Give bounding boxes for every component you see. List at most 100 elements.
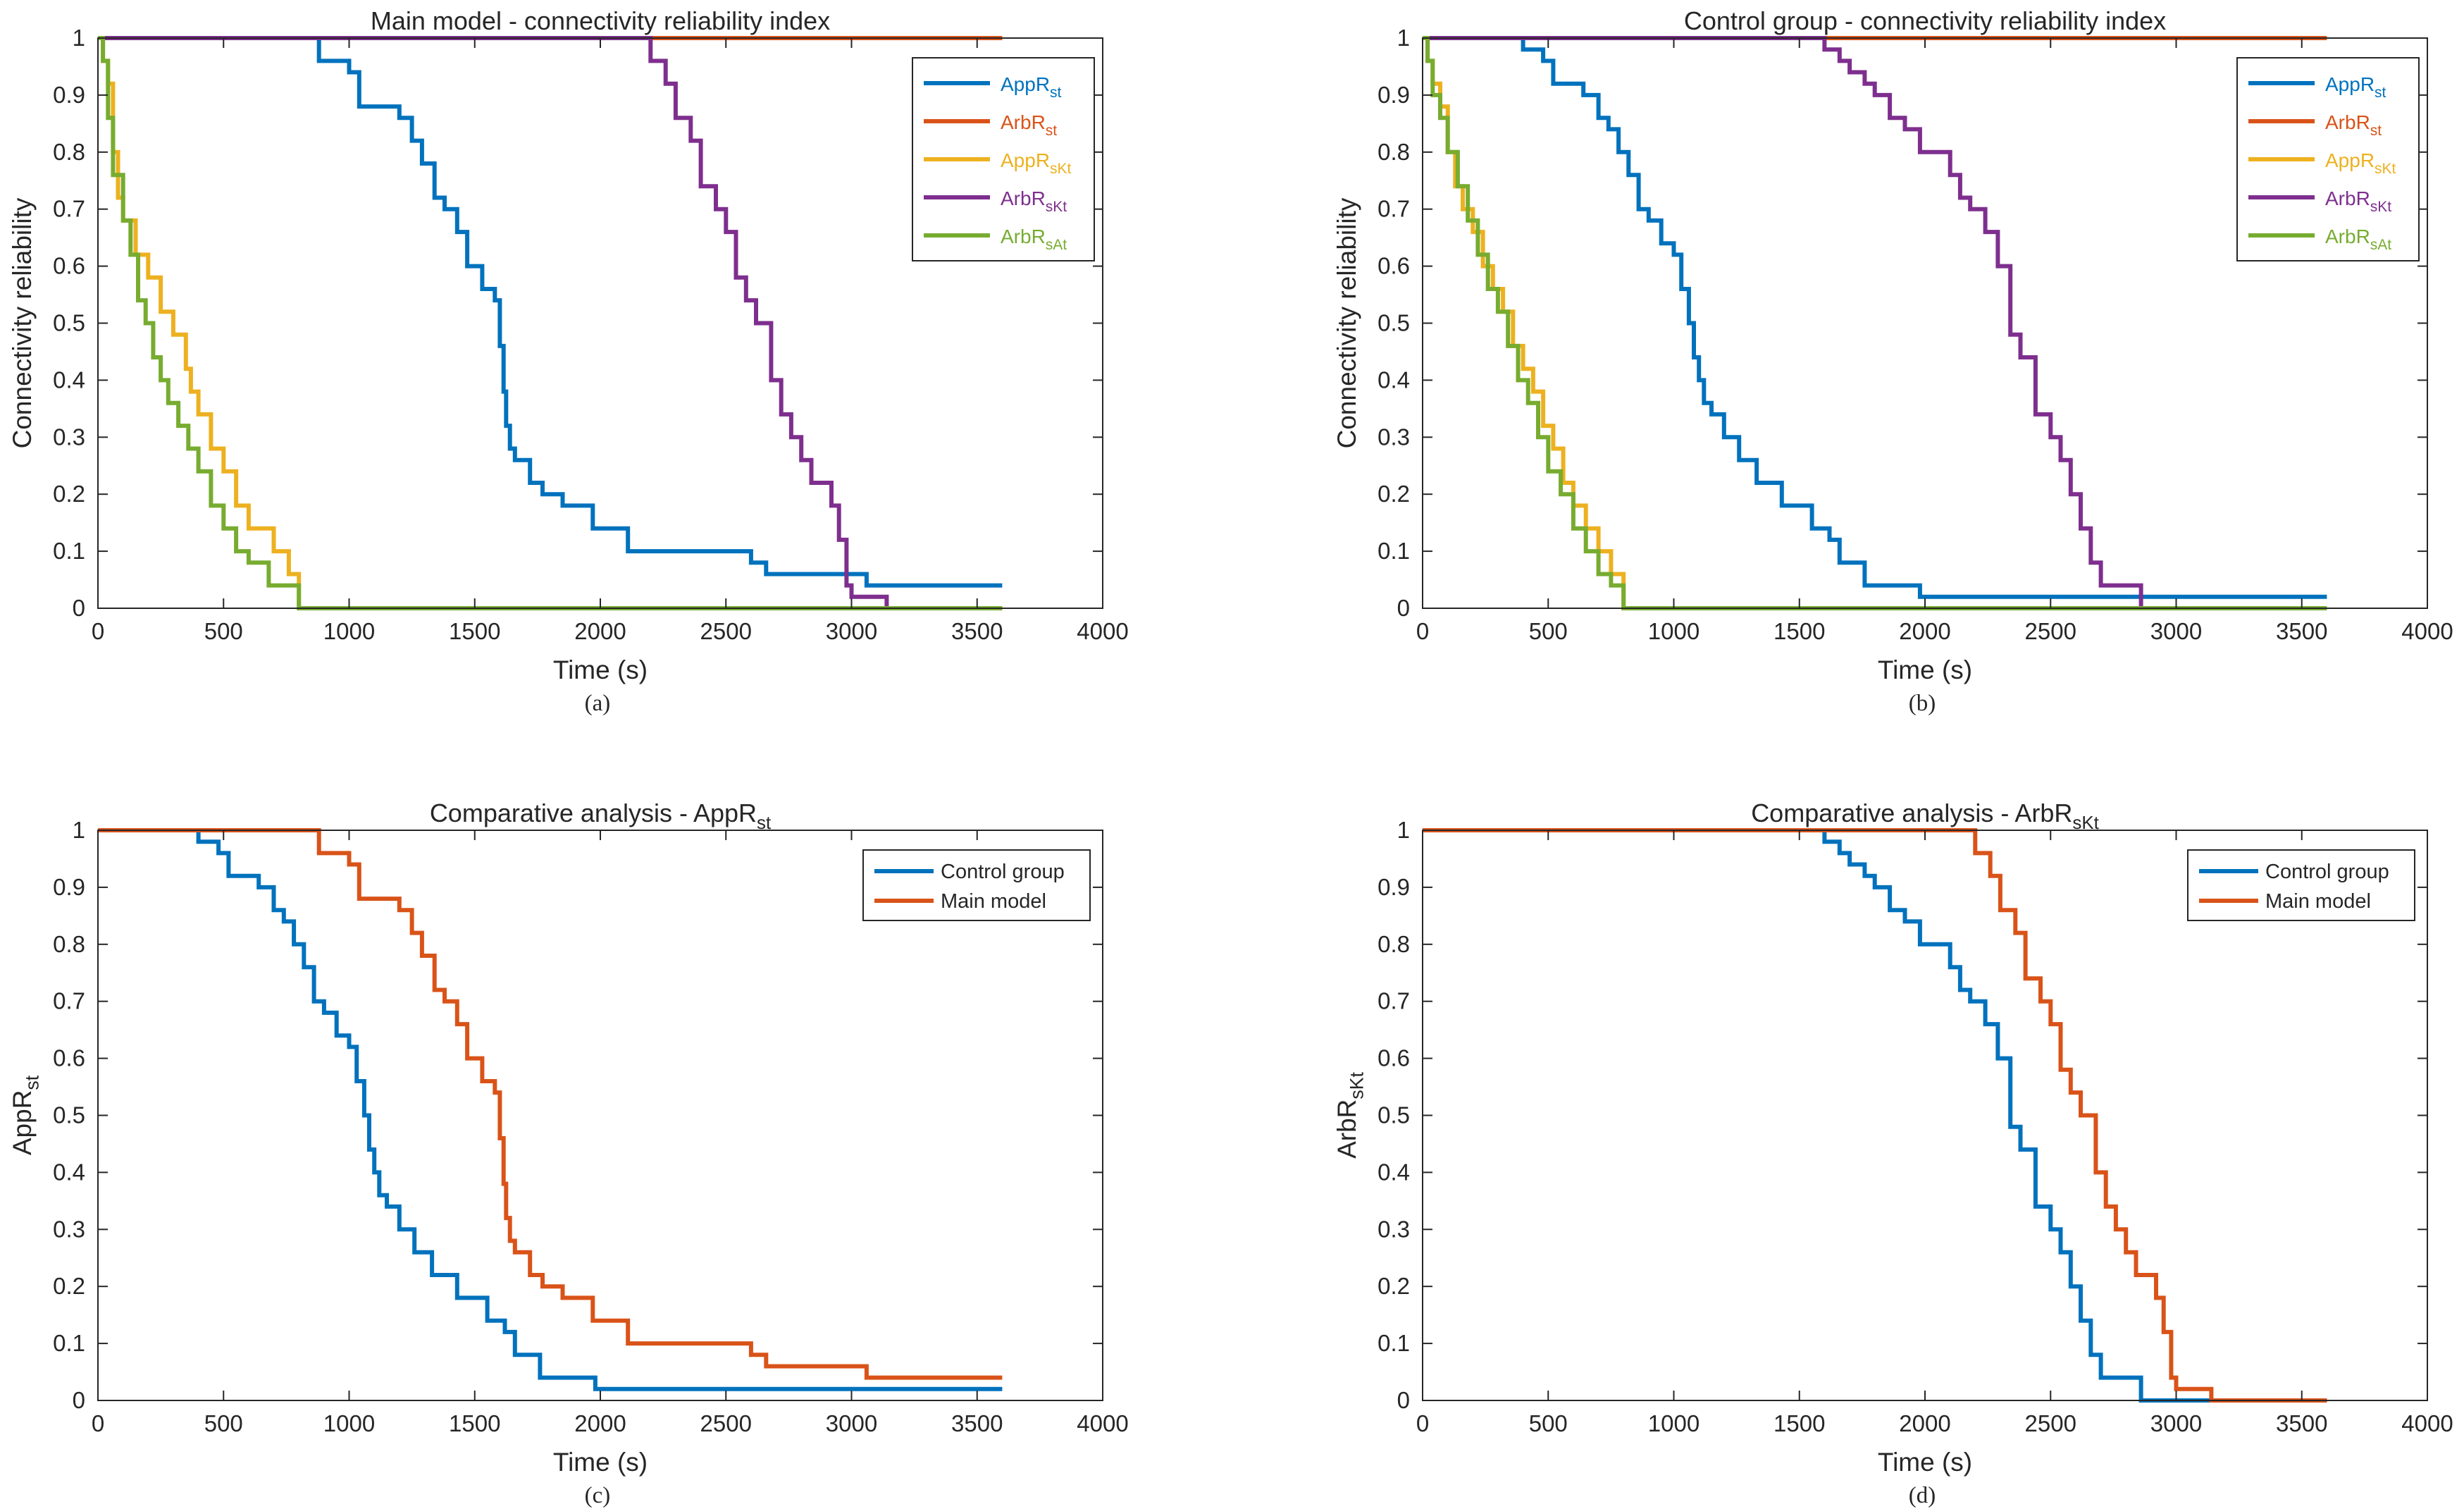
legend-entry: AppRst [2325, 73, 2386, 101]
x-tick-label: 2000 [574, 1410, 626, 1436]
y-axis-label: ArbRsKt [1332, 1072, 1367, 1159]
y-tick-label: 0.8 [1378, 931, 1410, 957]
x-tick-label: 1000 [1648, 1410, 1700, 1436]
y-tick-label: 0.7 [1378, 196, 1410, 222]
x-axis-label: Time (s) [553, 1448, 648, 1477]
y-tick-label: 0 [1397, 1387, 1410, 1413]
legend-entry: Main model [2265, 890, 2371, 913]
x-tick-label: 1500 [449, 1410, 500, 1436]
x-tick-label: 4000 [2401, 618, 2453, 644]
y-tick-label: 0.5 [53, 310, 85, 336]
y-tick-label: 0.3 [53, 424, 85, 450]
legend-entry: Control group [941, 861, 1065, 883]
chart-title: Control group - connectivity reliability… [1684, 6, 2166, 35]
chart-title: Comparative analysis - AppRst [430, 799, 772, 833]
x-tick-label: 1000 [323, 1410, 375, 1436]
x-tick-label: 0 [92, 618, 104, 644]
x-tick-label: 0 [1416, 1410, 1429, 1436]
series-line-arbr-sat [1423, 36, 2327, 610]
y-tick-label: 0.6 [53, 1045, 85, 1071]
chart-b: 0 500 1000 1500 2000 2500 3000 3500 4000 0 0.1 0.2 0… [1332, 6, 2453, 716]
y-tick-label: 0 [73, 595, 85, 621]
legend-entry: ArbRsKt [1001, 187, 1067, 215]
y-tick-label: 0.7 [53, 988, 85, 1014]
x-tick-label: 3500 [951, 618, 1003, 644]
y-axis-label-sub: sKt [1346, 1072, 1367, 1100]
series-line-main-model [1423, 828, 2327, 1403]
legend: Control group Main model [862, 849, 1091, 921]
legend-entry-base: AppR [1001, 149, 1050, 171]
x-tick-label: 1500 [1773, 618, 1825, 644]
x-tick-label: 2500 [700, 618, 752, 644]
chart-title: Comparative analysis - ArbRsKt [1751, 799, 2099, 833]
x-tick-label: 4000 [1077, 618, 1128, 644]
legend-entry: ArbRsAt [2325, 226, 2391, 253]
y-tick-label: 0.9 [53, 874, 85, 900]
legend-entry-sub: st [2375, 85, 2386, 101]
chart-d: 0 500 1000 1500 2000 2500 3000 3500 4000 0 0.1 0.2 0… [1332, 799, 2453, 1508]
series-line-arbr-skt [1423, 36, 2143, 608]
legend-entry: ArbRst [1001, 111, 1057, 139]
x-tick-label: 500 [204, 618, 243, 644]
legend-entry-sub: sKt [1050, 161, 1072, 177]
x-tick-label: 2500 [2025, 1410, 2076, 1436]
legend-box [2187, 849, 2415, 921]
x-tick-label: 3000 [2150, 1410, 2202, 1436]
x-tick-label: 3000 [2150, 618, 2202, 644]
y-tick-label: 0.7 [1378, 988, 1410, 1014]
x-tick-label: 2500 [700, 1410, 752, 1436]
legend-entry-base: ArbR [1001, 187, 1046, 209]
x-tick-label: 0 [92, 1410, 104, 1436]
y-tick-label: 0.8 [1378, 139, 1410, 165]
x-tick-label: 1500 [449, 618, 500, 644]
y-tick-label: 0.4 [1378, 367, 1410, 393]
y-tick-label: 0.1 [1378, 538, 1410, 564]
y-tick-label: 1 [73, 25, 85, 51]
x-tick-label: 2000 [574, 618, 626, 644]
legend-entry: ArbRsAt [1001, 226, 1067, 253]
chart-title-sub: sKt [2072, 813, 2099, 833]
y-tick-label: 0.6 [1378, 253, 1410, 279]
series-line-appr-st [98, 36, 1003, 588]
chart-title-base: Comparative analysis - ArbR [1751, 799, 2072, 827]
y-tick-label: 1 [1397, 25, 1410, 51]
y-tick-label: 0 [1397, 595, 1410, 621]
x-axis-label: Time (s) [553, 655, 648, 684]
y-axis-label: Connectivity reliability [1332, 197, 1361, 448]
y-tick-label: 0.2 [1378, 481, 1410, 507]
legend-entry: AppRst [1001, 73, 1062, 101]
y-axis-label: Connectivity reliability [8, 197, 37, 448]
legend-entry-base: AppR [1001, 73, 1050, 95]
y-tick-label: 0.2 [1378, 1273, 1410, 1299]
legend: Control group Main model [2187, 849, 2415, 921]
x-tick-label: 3000 [826, 1410, 877, 1436]
plot-area [98, 830, 1103, 1400]
panel-caption: (d) [1909, 1483, 1936, 1508]
legend-entry-sub: sAt [1046, 237, 1067, 253]
x-tick-label: 4000 [2401, 1410, 2453, 1436]
series-line-control-group [98, 828, 1003, 1391]
y-tick-label: 0.5 [53, 1102, 85, 1128]
x-tick-label: 2500 [2025, 618, 2076, 644]
y-tick-label: 0.5 [1378, 1102, 1410, 1128]
x-axis-label: Time (s) [1878, 655, 1972, 684]
chart-title-base: Comparative analysis - AppR [430, 799, 757, 827]
series-line-arbr-sat [98, 36, 1003, 610]
y-tick-label: 0.4 [53, 1159, 85, 1185]
y-tick-label: 0.6 [53, 253, 85, 279]
legend-entry-base: ArbR [2325, 187, 2370, 209]
series-line-arbr-skt [98, 36, 889, 608]
y-axis-label: AppRst [8, 1075, 42, 1155]
y-tick-label: 0.9 [1378, 874, 1410, 900]
chart-title-sub: st [757, 813, 772, 833]
chart-c: 0 500 1000 1500 2000 2500 3000 3500 4000 0 0.1 0.2 0… [8, 799, 1129, 1508]
chart-a: 0 500 1000 1500 2000 2500 3000 3500 4000 0 0.1 0.2 0… [8, 6, 1129, 716]
y-tick-label: 0.7 [53, 196, 85, 222]
panel-caption: (b) [1909, 691, 1936, 716]
legend-entry: ArbRst [2325, 111, 2382, 139]
x-tick-label: 4000 [1077, 1410, 1128, 1436]
legend-entry-base: ArbR [2325, 226, 2370, 247]
y-axis-label-base: AppR [8, 1090, 37, 1156]
